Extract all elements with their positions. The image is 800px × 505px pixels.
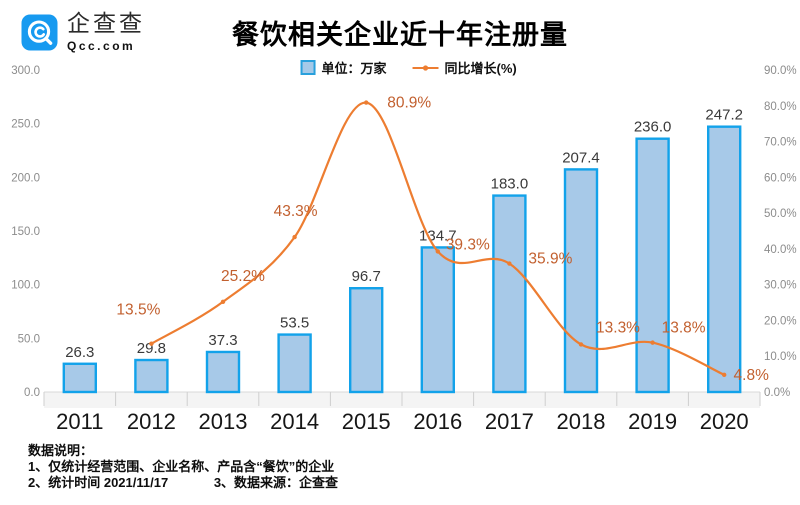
qcc-logo-icon <box>21 14 58 50</box>
bar-swatch-icon <box>300 60 316 75</box>
y-axis-right-tick: 0.0% <box>764 387 790 399</box>
bar-value-label: 134.7 <box>419 227 457 244</box>
bar-2012 <box>134 358 169 394</box>
legend-item-bar: 单位：万家 <box>300 58 387 77</box>
bar-2011 <box>62 362 97 394</box>
bar-value-label: 247.2 <box>705 107 743 124</box>
x-axis-year-label: 2018 <box>557 409 606 434</box>
growth-point <box>292 234 297 240</box>
qcc-logo: 企查查 Qcc.com <box>21 12 145 52</box>
growth-label: 39.3% <box>446 236 490 253</box>
x-axis-year-label: 2013 <box>199 409 248 434</box>
bar-value-label: 207.4 <box>562 149 600 166</box>
x-axis-year-label: 2017 <box>485 409 534 434</box>
bar-2020 <box>707 125 742 394</box>
y-axis-right-tick: 70.0% <box>764 137 797 149</box>
bar-2015 <box>349 287 384 394</box>
growth-point <box>149 341 154 346</box>
y-axis-right-tick: 80.0% <box>764 101 797 113</box>
y-axis-left-tick: 50.0 <box>18 333 40 345</box>
x-axis-year-label: 2014 <box>270 409 319 434</box>
note-source: 3、数据来源：企查查 <box>213 475 339 490</box>
note-stat-date: 2、统计时间 2021/11/17 <box>28 475 169 490</box>
bar-value-label: 29.8 <box>137 340 166 357</box>
y-axis-left-tick: 150.0 <box>11 226 40 238</box>
x-axis-year-label: 2016 <box>413 409 462 434</box>
growth-label: 13.5% <box>116 302 160 319</box>
growth-point <box>722 372 727 378</box>
chart-legend: 单位：万家 同比增长(%) <box>300 58 517 77</box>
bar-2016 <box>420 246 455 394</box>
bar-2018 <box>563 168 599 394</box>
x-axis-year-label: 2011 <box>56 409 103 434</box>
y-axis-right-tick: 90.0% <box>764 65 797 77</box>
qcc-logo-text: 企查查 Qcc.com <box>67 10 145 53</box>
growth-point <box>364 100 369 105</box>
logo-name: 企查查 <box>67 10 145 36</box>
y-axis-right-tick: 50.0% <box>764 208 797 220</box>
growth-label: 80.9% <box>387 95 431 112</box>
y-axis-right-tick: 60.0% <box>764 172 797 184</box>
legend-line-label: 同比增长(%) <box>444 61 517 76</box>
growth-label: 25.2% <box>221 268 265 285</box>
growth-point <box>578 342 584 347</box>
notes-heading: 数据说明： <box>28 443 94 458</box>
growth-label: 13.3% <box>596 319 640 336</box>
note-meta: 2、统计时间 2021/11/17 3、数据来源：企查查 <box>28 475 338 491</box>
growth-label: 13.8% <box>662 320 706 337</box>
y-axis-left-tick: 100.0 <box>11 280 40 292</box>
x-axis-year-label: 2019 <box>628 409 677 434</box>
x-axis-year-label: 2015 <box>342 409 391 434</box>
growth-label: 4.8% <box>734 367 770 384</box>
bar-value-label: 37.3 <box>208 332 237 349</box>
y-axis-left-tick: 0.0 <box>24 387 40 399</box>
data-notes: 数据说明： 1、仅统计经营范围、企业名称、产品含“餐饮”的企业 2、统计时间 2… <box>28 443 338 491</box>
y-axis-right-tick: 40.0% <box>764 244 797 256</box>
y-axis-right-tick: 30.0% <box>764 280 797 292</box>
bar-value-label: 26.3 <box>65 344 94 361</box>
y-axis-left-tick: 200.0 <box>11 172 40 184</box>
growth-point <box>507 261 512 266</box>
bar-value-label: 236.0 <box>634 119 672 136</box>
growth-point <box>650 340 655 345</box>
bar-value-label: 96.7 <box>352 268 381 285</box>
bar-value-label: 183.0 <box>491 176 529 193</box>
line-swatch-icon <box>412 64 439 71</box>
growth-label: 35.9% <box>528 251 572 268</box>
legend-bar-label: 单位：万家 <box>321 61 387 76</box>
bar-value-label: 53.5 <box>280 315 309 332</box>
growth-label: 43.3% <box>274 203 318 220</box>
x-axis-year-label: 2020 <box>700 409 749 434</box>
y-axis-left-tick: 250.0 <box>11 119 40 131</box>
bar-2017 <box>492 194 527 394</box>
growth-point <box>220 299 226 305</box>
y-axis-right-tick: 10.0% <box>764 351 797 363</box>
legend-item-line: 同比增长(%) <box>412 58 517 77</box>
note-scope: 1、仅统计经营范围、企业名称、产品含“餐饮”的企业 <box>28 459 335 474</box>
bar-2014 <box>277 333 312 394</box>
y-axis-left-tick: 300.0 <box>11 65 40 77</box>
page-title: 餐饮相关企业近十年注册量 <box>232 20 568 50</box>
bar-2013 <box>205 350 241 394</box>
growth-line <box>150 101 725 376</box>
logo-domain: Qcc.com <box>67 39 136 53</box>
growth-point <box>435 249 440 254</box>
y-axis-right-tick: 20.0% <box>764 315 797 327</box>
bar-2019 <box>635 137 670 394</box>
x-axis-year-label: 2012 <box>127 409 176 434</box>
